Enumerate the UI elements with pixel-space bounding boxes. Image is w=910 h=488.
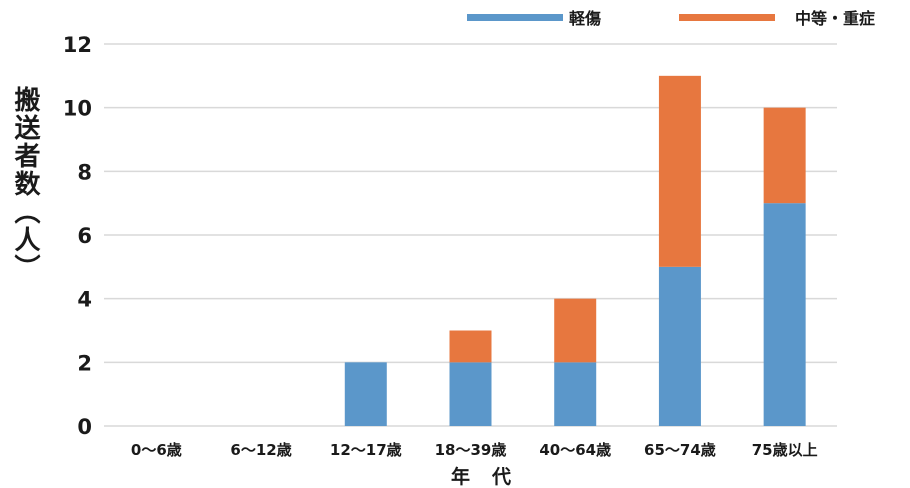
x-tick-label: 65～74歳 — [644, 441, 716, 459]
bar-segment-mild — [763, 203, 806, 426]
legend-swatch — [679, 14, 775, 21]
bar-segment-mild — [554, 362, 597, 426]
bar-segment-moderate-severe — [554, 298, 597, 363]
bars — [344, 75, 806, 426]
y-axis-ticks: 0 2 4 6 8 10 12 — [63, 33, 92, 439]
x-tick-label: 12～17歳 — [330, 441, 402, 459]
gridlines — [104, 43, 837, 427]
bar-segment-moderate-severe — [658, 75, 701, 267]
legend-swatch — [467, 14, 563, 21]
bar-segment-moderate-severe — [763, 107, 806, 204]
y-tick-label: 12 — [63, 33, 92, 57]
x-tick-label: 40～64歳 — [539, 441, 611, 459]
bar-segment-mild — [658, 266, 701, 426]
x-tick-label: 0～6歳 — [131, 441, 182, 459]
y-tick-label: 2 — [77, 351, 92, 375]
legend-label: 軽傷 — [569, 9, 601, 28]
legend: 軽傷 中等・重症 — [467, 9, 875, 28]
y-axis-label: 搬送者数（人） — [10, 86, 40, 282]
bar-segment-mild — [344, 362, 387, 426]
y-tick-label: 10 — [63, 97, 92, 121]
x-tick-label: 18～39歳 — [435, 441, 507, 459]
x-axis-ticks: 0～6歳 6～12歳 12～17歳 18～39歳 40～64歳 65～74歳 75歳以上 — [131, 441, 818, 459]
x-axis-label: 年代 — [451, 465, 533, 488]
y-tick-label: 0 — [77, 415, 92, 439]
y-tick-label: 8 — [77, 160, 92, 184]
y-tick-label: 6 — [77, 224, 92, 248]
x-tick-label: 75歳以上 — [752, 441, 818, 459]
bar-segment-mild — [449, 362, 492, 426]
legend-label: 中等・重症 — [795, 9, 875, 28]
x-tick-label: 6～12歳 — [230, 441, 291, 459]
y-tick-label: 4 — [77, 288, 92, 312]
bar-segment-moderate-severe — [449, 330, 492, 363]
